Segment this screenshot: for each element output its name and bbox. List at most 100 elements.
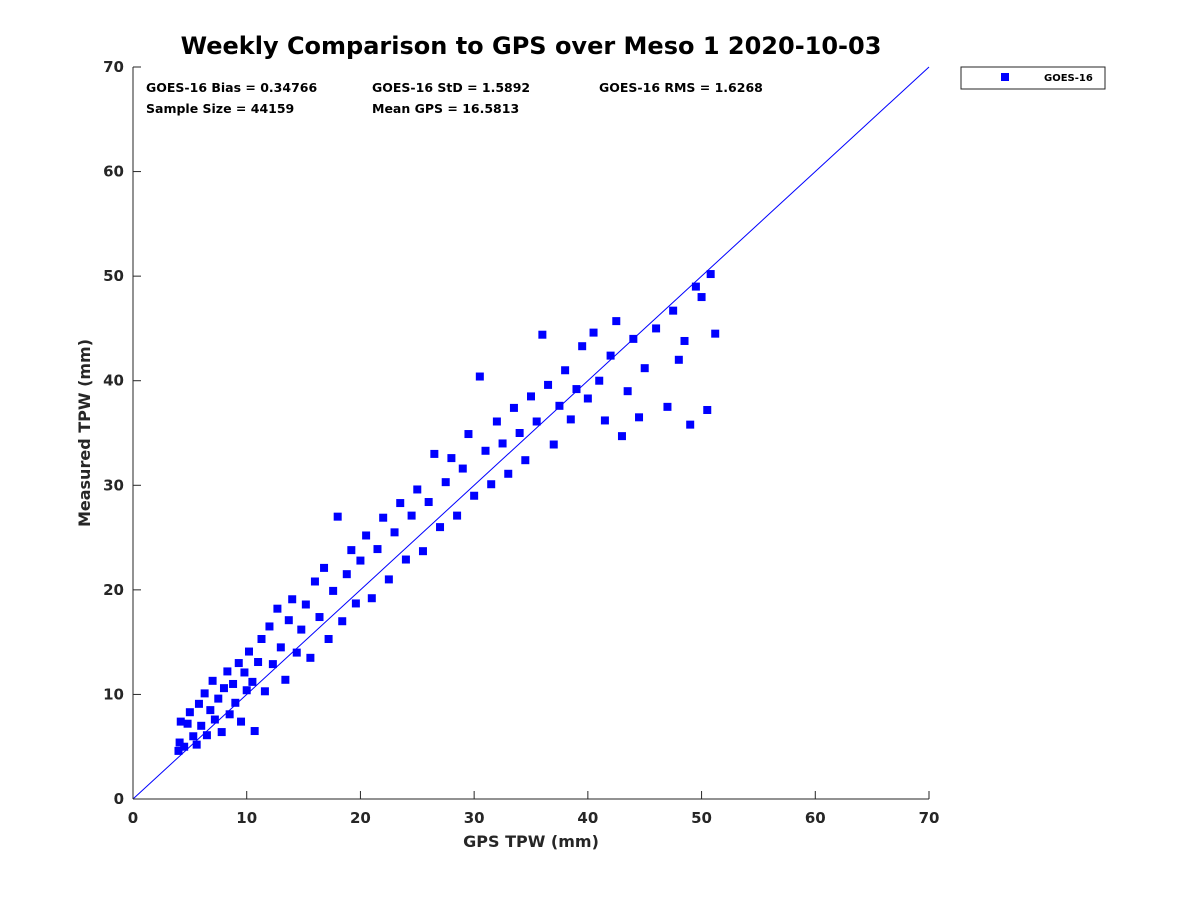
data-point-13 <box>208 676 217 685</box>
data-point-58 <box>384 575 393 584</box>
y-tick-label-3: 30 <box>103 476 124 494</box>
data-point-17 <box>219 684 228 693</box>
y-tick-label-6: 60 <box>103 163 124 181</box>
data-point-37 <box>284 616 293 625</box>
data-point-31 <box>260 687 269 696</box>
data-point-68 <box>441 478 450 487</box>
y-tick-label-1: 10 <box>103 685 124 703</box>
data-point-2 <box>176 717 185 726</box>
data-point-85 <box>538 330 547 339</box>
data-point-62 <box>407 511 416 520</box>
x-tick-label-6: 60 <box>805 809 826 827</box>
data-point-80 <box>509 403 518 412</box>
data-point-74 <box>475 372 484 381</box>
data-point-105 <box>663 402 672 411</box>
x-tick-label-5: 50 <box>691 809 712 827</box>
x-tick-label-7: 70 <box>919 809 940 827</box>
data-point-21 <box>231 698 240 707</box>
data-point-25 <box>242 686 251 695</box>
data-point-103 <box>640 364 649 373</box>
legend-label-goes-16: GOES-16 <box>1044 73 1093 84</box>
data-point-84 <box>532 417 541 426</box>
x-tick-label-0: 0 <box>128 809 138 827</box>
data-point-86 <box>544 380 553 389</box>
y-axis-label: Measured TPW (mm) <box>75 339 94 527</box>
data-point-15 <box>214 694 223 703</box>
stats-annotations: GOES-16 Bias = 0.34766 GOES-16 StD = 1.58… <box>146 80 763 116</box>
data-point-72 <box>464 430 473 439</box>
one-to-one-line <box>132 66 930 800</box>
data-point-107 <box>674 355 683 364</box>
data-point-56 <box>373 545 382 554</box>
data-point-92 <box>578 342 587 351</box>
y-tick-label-4: 40 <box>103 372 124 390</box>
data-point-28 <box>250 727 259 736</box>
data-point-34 <box>273 604 282 613</box>
data-point-89 <box>561 366 570 375</box>
legend-marker <box>1001 73 1009 81</box>
data-point-3 <box>180 742 189 751</box>
data-point-16 <box>217 728 226 737</box>
data-point-4 <box>183 719 192 728</box>
data-point-39 <box>292 648 301 657</box>
data-point-0 <box>174 746 183 755</box>
data-point-5 <box>185 708 194 717</box>
data-point-55 <box>367 594 376 603</box>
data-point-98 <box>612 317 621 326</box>
data-point-60 <box>396 499 405 508</box>
stat-annotation-4: Mean GPS = 16.5813 <box>372 101 519 116</box>
stat-annotation-0: GOES-16 Bias = 0.34766 <box>146 80 317 95</box>
data-point-100 <box>623 387 632 396</box>
data-point-38 <box>288 595 297 604</box>
data-point-14 <box>210 715 219 724</box>
y-tick-label-0: 0 <box>114 790 124 808</box>
data-point-82 <box>521 456 530 465</box>
data-point-54 <box>362 531 371 540</box>
data-point-42 <box>306 653 315 662</box>
data-point-29 <box>254 658 263 667</box>
data-point-51 <box>347 546 356 555</box>
data-point-41 <box>301 600 310 609</box>
data-point-108 <box>680 336 689 345</box>
data-point-19 <box>225 710 234 719</box>
data-point-83 <box>527 392 535 401</box>
x-tick-label-4: 40 <box>577 809 598 827</box>
data-point-106 <box>669 306 678 315</box>
data-point-99 <box>617 432 626 441</box>
data-point-57 <box>379 513 388 522</box>
data-point-73 <box>470 491 479 500</box>
data-point-30 <box>257 635 266 644</box>
x-axis-label: GPS TPW (mm) <box>463 832 599 851</box>
stat-annotation-1: GOES-16 StD = 1.5892 <box>372 80 530 95</box>
data-point-50 <box>342 570 351 579</box>
data-point-26 <box>244 647 253 656</box>
data-point-27 <box>248 677 257 686</box>
data-point-20 <box>229 679 238 688</box>
data-point-36 <box>281 675 290 684</box>
data-point-18 <box>223 667 232 676</box>
data-point-23 <box>237 717 246 726</box>
data-point-49 <box>338 617 347 626</box>
data-point-77 <box>492 417 501 426</box>
data-point-12 <box>206 706 215 715</box>
data-point-76 <box>487 480 496 489</box>
y-tick-label-7: 70 <box>103 58 124 76</box>
data-point-67 <box>436 523 445 532</box>
legend: GOES-16 <box>960 66 1106 90</box>
data-point-48 <box>333 512 342 521</box>
data-point-32 <box>265 622 274 631</box>
data-point-81 <box>515 429 524 437</box>
data-point-7 <box>192 740 201 749</box>
data-points <box>174 270 720 755</box>
data-point-44 <box>315 613 324 622</box>
data-point-90 <box>566 415 575 424</box>
data-point-88 <box>555 401 564 410</box>
data-point-46 <box>324 635 333 644</box>
data-point-104 <box>652 324 661 333</box>
axes: 0 10 20 30 40 50 60 70 0 10 20 30 40 50 60 70 <box>103 58 939 827</box>
data-point-22 <box>234 659 243 668</box>
data-point-11 <box>202 731 211 740</box>
data-point-109 <box>686 420 695 429</box>
data-point-78 <box>498 439 507 448</box>
